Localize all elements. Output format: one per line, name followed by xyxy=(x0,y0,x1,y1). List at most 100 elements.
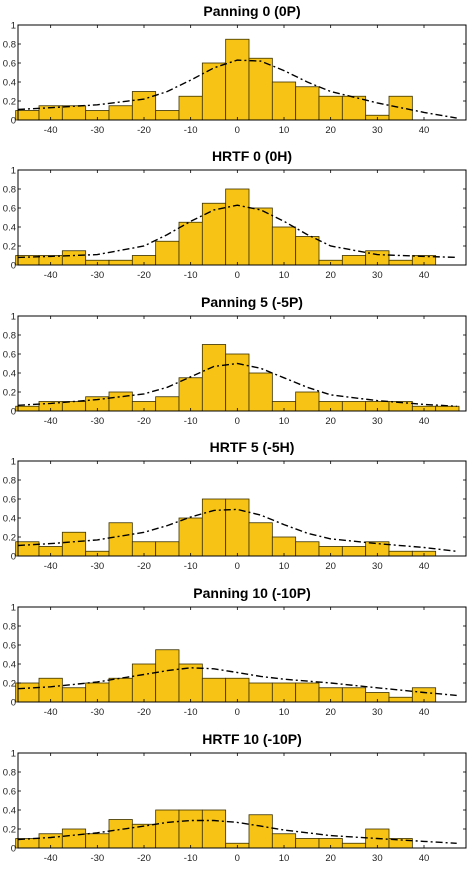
plot-frame xyxy=(17,752,467,849)
x-tick-label: 10 xyxy=(279,561,290,572)
histogram-bar xyxy=(61,250,87,266)
histogram-bar xyxy=(388,95,413,121)
x-tick-label: 40 xyxy=(419,707,430,718)
histogram-bar xyxy=(225,353,250,412)
histogram-bar xyxy=(131,823,157,849)
x-tick-label: -40 xyxy=(44,707,58,718)
x-tick-label: 30 xyxy=(372,853,383,864)
chart-panel-4: Panning 10 (-10P) 0 0.2 0.4 0.6 0.8 1 -40 -30 -20… xyxy=(3,585,467,718)
histogram-bar xyxy=(248,207,273,266)
histogram-bar xyxy=(155,649,180,703)
x-tick-label: -10 xyxy=(184,561,198,572)
y-tick-label: 1 xyxy=(11,21,16,32)
x-tick-label: 10 xyxy=(279,707,290,718)
y-tick-label: 0.8 xyxy=(3,185,16,196)
y-tick-label: 0.8 xyxy=(3,476,16,487)
histogram-bar xyxy=(15,405,40,412)
x-tick-label: -10 xyxy=(184,853,198,864)
x-tick-label: 10 xyxy=(279,270,290,281)
histogram-bar xyxy=(108,522,133,557)
x-tick-label: -10 xyxy=(184,707,198,718)
x-tick-label: -20 xyxy=(137,416,151,427)
x-tick-label: 20 xyxy=(325,416,336,427)
fit-curve xyxy=(17,819,457,844)
histogram-bar xyxy=(248,682,273,703)
y-tick-label: 0.8 xyxy=(3,622,16,633)
y-tick-label: 0.4 xyxy=(3,369,16,380)
y-tick-label: 0.6 xyxy=(3,350,16,361)
histogram-bar xyxy=(108,259,133,266)
chart-panel-0: Panning 0 (0P) 0 0.2 0.4 0.6 0.8 1 -40 -30 -20 -10… xyxy=(3,3,467,136)
y-tick-label: 0.4 xyxy=(3,514,16,525)
y-tick-label: 0.2 xyxy=(3,388,16,399)
y-tick-label: 1 xyxy=(11,603,16,614)
fit-curve xyxy=(17,59,457,119)
x-tick-label: 30 xyxy=(372,707,383,718)
y-tick-label: 0.4 xyxy=(3,223,16,234)
y-tick-label: 0.2 xyxy=(3,825,16,836)
y-tick-label: 0.2 xyxy=(3,533,16,544)
histogram-bar xyxy=(178,221,203,266)
histogram-bar xyxy=(225,677,250,703)
histogram-bar xyxy=(248,814,273,849)
histogram-bar xyxy=(388,259,413,266)
chart-title: Panning 5 (-5P) xyxy=(201,294,303,310)
histogram-bar xyxy=(15,110,40,121)
histogram-bar xyxy=(295,86,320,121)
x-tick-label: -10 xyxy=(184,270,198,281)
histogram-bar xyxy=(248,522,273,557)
histogram-bar xyxy=(225,38,250,121)
x-tick-label: -10 xyxy=(184,125,198,136)
x-tick-label: 30 xyxy=(372,125,383,136)
x-tick-label: 40 xyxy=(419,561,430,572)
histogram-bar xyxy=(295,682,320,703)
y-tick-label: 0 xyxy=(11,407,16,418)
plot-frame xyxy=(17,315,467,412)
x-tick-label: -40 xyxy=(44,853,58,864)
y-tick-label: 0 xyxy=(11,552,16,563)
x-tick-label: 20 xyxy=(325,707,336,718)
y-tick-label: 0.6 xyxy=(3,641,16,652)
y-tick-label: 0.8 xyxy=(3,768,16,779)
histogram-bar xyxy=(201,344,227,412)
x-tick-label: 40 xyxy=(419,270,430,281)
plot-frame xyxy=(17,169,467,266)
histogram-bar xyxy=(38,677,63,703)
y-tick-label: 0.2 xyxy=(3,679,16,690)
y-tick-label: 0.2 xyxy=(3,97,16,108)
x-tick-label: 30 xyxy=(372,561,383,572)
histogram-bar xyxy=(178,95,203,121)
plot-frame xyxy=(17,24,467,121)
chart-title: HRTF 5 (-5H) xyxy=(210,439,295,455)
histogram-bar xyxy=(341,255,367,266)
x-tick-label: 0 xyxy=(235,561,240,572)
y-tick-label: 0.2 xyxy=(3,242,16,253)
x-tick-label: -30 xyxy=(90,561,104,572)
x-tick-label: -30 xyxy=(90,853,104,864)
histogram-bar xyxy=(61,687,87,703)
y-tick-label: 1 xyxy=(11,749,16,760)
y-tick-label: 0.6 xyxy=(3,495,16,506)
x-tick-label: 40 xyxy=(419,416,430,427)
histogram-bar xyxy=(108,819,133,849)
histogram-bar xyxy=(108,105,133,121)
x-tick-label: -20 xyxy=(137,270,151,281)
y-tick-label: 1 xyxy=(11,166,16,177)
x-tick-label: 0 xyxy=(235,416,240,427)
histogram-bar xyxy=(341,687,367,703)
y-tick-label: 0.8 xyxy=(3,331,16,342)
x-tick-label: -40 xyxy=(44,125,58,136)
histogram-bar xyxy=(61,531,87,557)
x-tick-label: 40 xyxy=(419,125,430,136)
histogram-bar xyxy=(435,405,460,412)
chart-panel-1: HRTF 0 (0H) 0 0.2 0.4 0.6 0.8 1 -40 -30 -20 -10 0 10… xyxy=(3,148,467,281)
y-tick-label: 0 xyxy=(11,261,16,272)
plot-frame xyxy=(17,606,467,703)
histogram-bar xyxy=(225,498,250,557)
histogram-bar xyxy=(178,663,203,703)
x-tick-label: -30 xyxy=(90,416,104,427)
histogram-bar xyxy=(201,677,227,703)
y-tick-label: 0.8 xyxy=(3,40,16,51)
y-tick-label: 0.6 xyxy=(3,204,16,215)
y-tick-label: 0.6 xyxy=(3,59,16,70)
